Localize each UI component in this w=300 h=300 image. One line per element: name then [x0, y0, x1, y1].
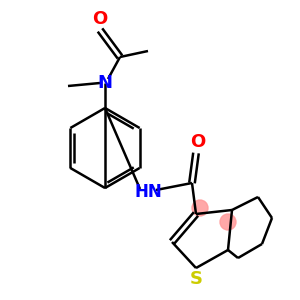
Circle shape	[220, 214, 236, 230]
Text: N: N	[98, 74, 112, 92]
Text: S: S	[190, 270, 202, 288]
Circle shape	[192, 200, 208, 216]
Text: HN: HN	[134, 183, 162, 201]
Text: O: O	[190, 133, 206, 151]
Text: O: O	[92, 10, 108, 28]
